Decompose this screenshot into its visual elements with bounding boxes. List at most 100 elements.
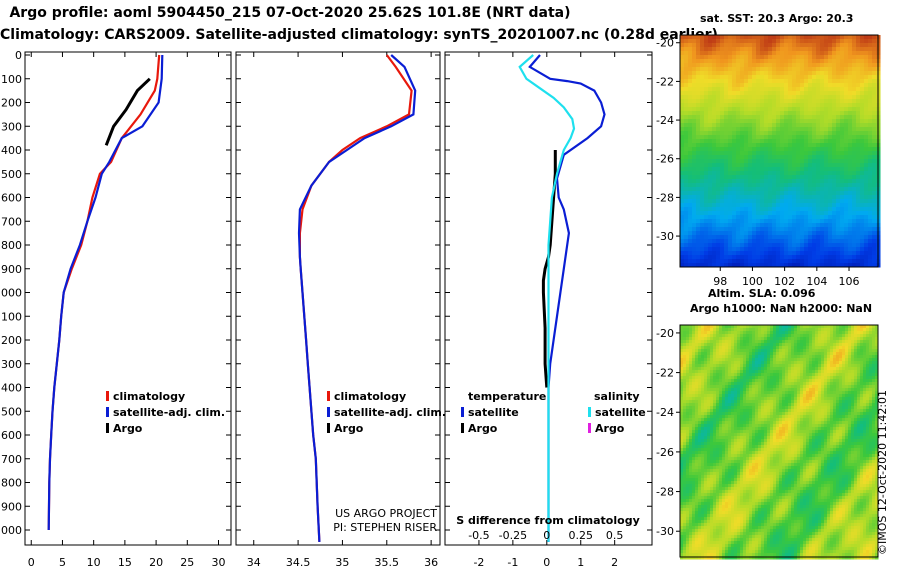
x-tick-label: 30 [212,556,226,569]
sal-legend-label: Argo [334,422,364,435]
imos-watermark: ©IMOS 12-Oct-2020 11:42:01 [876,389,889,555]
y-tick-label: 1800 [0,477,22,490]
series-line-satellite-adj-clim- [47,54,164,531]
temp-legend-swatch [106,407,109,417]
diff-legend-label: Argo [595,422,625,435]
sal-legend-label: climatology [334,390,406,403]
diff-legend-swatch [461,423,464,433]
x-tick-label: 35.5 [375,556,400,569]
panel-frame-1 [24,51,232,546]
sst-x-tick-label: 102 [774,275,795,288]
sst-x-tick-label: 100 [742,275,763,288]
sst-y-tick-label: -24 [656,114,674,127]
sla-y-tick-label: -26 [656,446,674,459]
diff-legend-label: Argo [468,422,498,435]
diff-legend-title-temperature: temperature [468,390,546,403]
y-tick-label: 400 [1,144,22,157]
diff-legend-title-salinity: salinity [594,390,640,403]
y-tick-label: 900 [1,263,22,276]
sla-y-tick-label: -30 [656,525,674,538]
x-tick-label: 15 [118,556,132,569]
sla-y-tick-label: -24 [656,406,674,419]
x-tick-label: 20 [149,556,163,569]
sst-x-tick-label: 98 [713,275,727,288]
secondary-x-tick-label: 0 [543,529,550,542]
temp-legend-label: climatology [113,390,185,403]
temp-legend-swatch [106,423,109,433]
temp-legend-label: satellite-adj. clim. [113,406,225,419]
y-tick-label: 1400 [0,382,22,395]
diff-legend-swatch [588,407,591,417]
y-tick-label: 2000 [0,524,22,537]
diff-legend-label: satellite [468,406,519,419]
sal-legend-swatch [327,407,330,417]
sst-y-tick-label: -22 [656,75,674,88]
x-tick-label: 0 [543,556,550,569]
y-tick-label: 1200 [0,334,22,347]
x-tick-label: 34 [247,556,261,569]
sla-map-cells [680,325,879,560]
sst-y-tick-label: -30 [656,230,674,243]
y-tick-label: 100 [1,73,22,86]
panel-frame-2 [235,51,441,546]
sla-y-tick-label: -20 [656,327,674,340]
sst-y-tick-label: -20 [656,37,674,50]
title-line-1: Argo profile: aoml 5904450_215 07-Oct-20… [9,5,571,21]
y-tick-label: 600 [1,192,22,205]
panel-frame-3 [444,51,653,546]
y-tick-label: 500 [1,168,22,181]
sst-map-title: sat. SST: 20.3 Argo: 20.3 [700,12,854,25]
x-tick-label: 36 [424,556,438,569]
sst-x-tick-label: 104 [806,275,827,288]
x-tick-label: -1 [507,556,518,569]
series-line-temperature-argo [541,150,557,388]
y-tick-label: 300 [1,120,22,133]
x-tick-label: -2 [473,556,484,569]
secondary-x-tick-label: 0.5 [606,529,624,542]
y-tick-label: 800 [1,239,22,252]
sla-y-tick-label: -22 [656,367,674,380]
y-tick-label: 1000 [0,287,22,300]
y-tick-label: 1500 [0,405,22,418]
pi-annotation: PI: STEPHEN RISER [333,521,437,534]
sst-y-tick-label: -28 [656,191,674,204]
temp-legend-swatch [106,391,109,401]
x-tick-label: 25 [180,556,194,569]
sst-y-tick-label: -26 [656,153,674,166]
y-tick-label: 1900 [0,500,22,513]
sst-x-tick-label: 106 [839,275,860,288]
sal-legend-swatch [327,423,330,433]
secondary-x-tick-label: -0.5 [468,529,489,542]
diff-legend-label: satellite [595,406,646,419]
y-tick-label: 200 [1,97,22,110]
secondary-x-tick-label: 0.25 [568,529,593,542]
diff-xlabel: S difference from climatology [456,514,640,527]
x-tick-label: 0 [28,556,35,569]
x-tick-label: 5 [59,556,66,569]
diff-legend-swatch [588,423,591,433]
y-tick-label: 0 [15,49,22,62]
temp-legend-label: Argo [113,422,143,435]
sst-map-cells [680,35,881,268]
x-tick-label: 35 [335,556,349,569]
sla-y-tick-label: -28 [656,486,674,499]
y-tick-label: 1300 [0,358,22,371]
project-annotation: US ARGO PROJECT [335,507,437,520]
secondary-x-tick-label: -0.25 [499,529,527,542]
y-tick-label: 700 [1,215,22,228]
diff-legend-swatch [461,407,464,417]
series-line-salinity-satellite [518,54,576,542]
sla-map-frame [679,324,879,558]
x-tick-label: 2 [611,556,618,569]
x-tick-label: 10 [87,556,101,569]
sla-map-title: Altim. SLA: 0.096 [708,287,816,300]
sal-legend-label: satellite-adj. clim. [334,406,446,419]
series-line-satellite-adj-clim- [297,54,417,542]
series-line-temperature-satellite [528,54,606,542]
y-tick-label: 1100 [0,310,22,323]
title-line-2: Climatology: CARS2009. Satellite-adjuste… [0,27,718,43]
sla-map-subtitle: Argo h1000: NaN h2000: NaN [690,302,873,315]
sal-legend-swatch [327,391,330,401]
sst-map-frame [679,34,879,268]
